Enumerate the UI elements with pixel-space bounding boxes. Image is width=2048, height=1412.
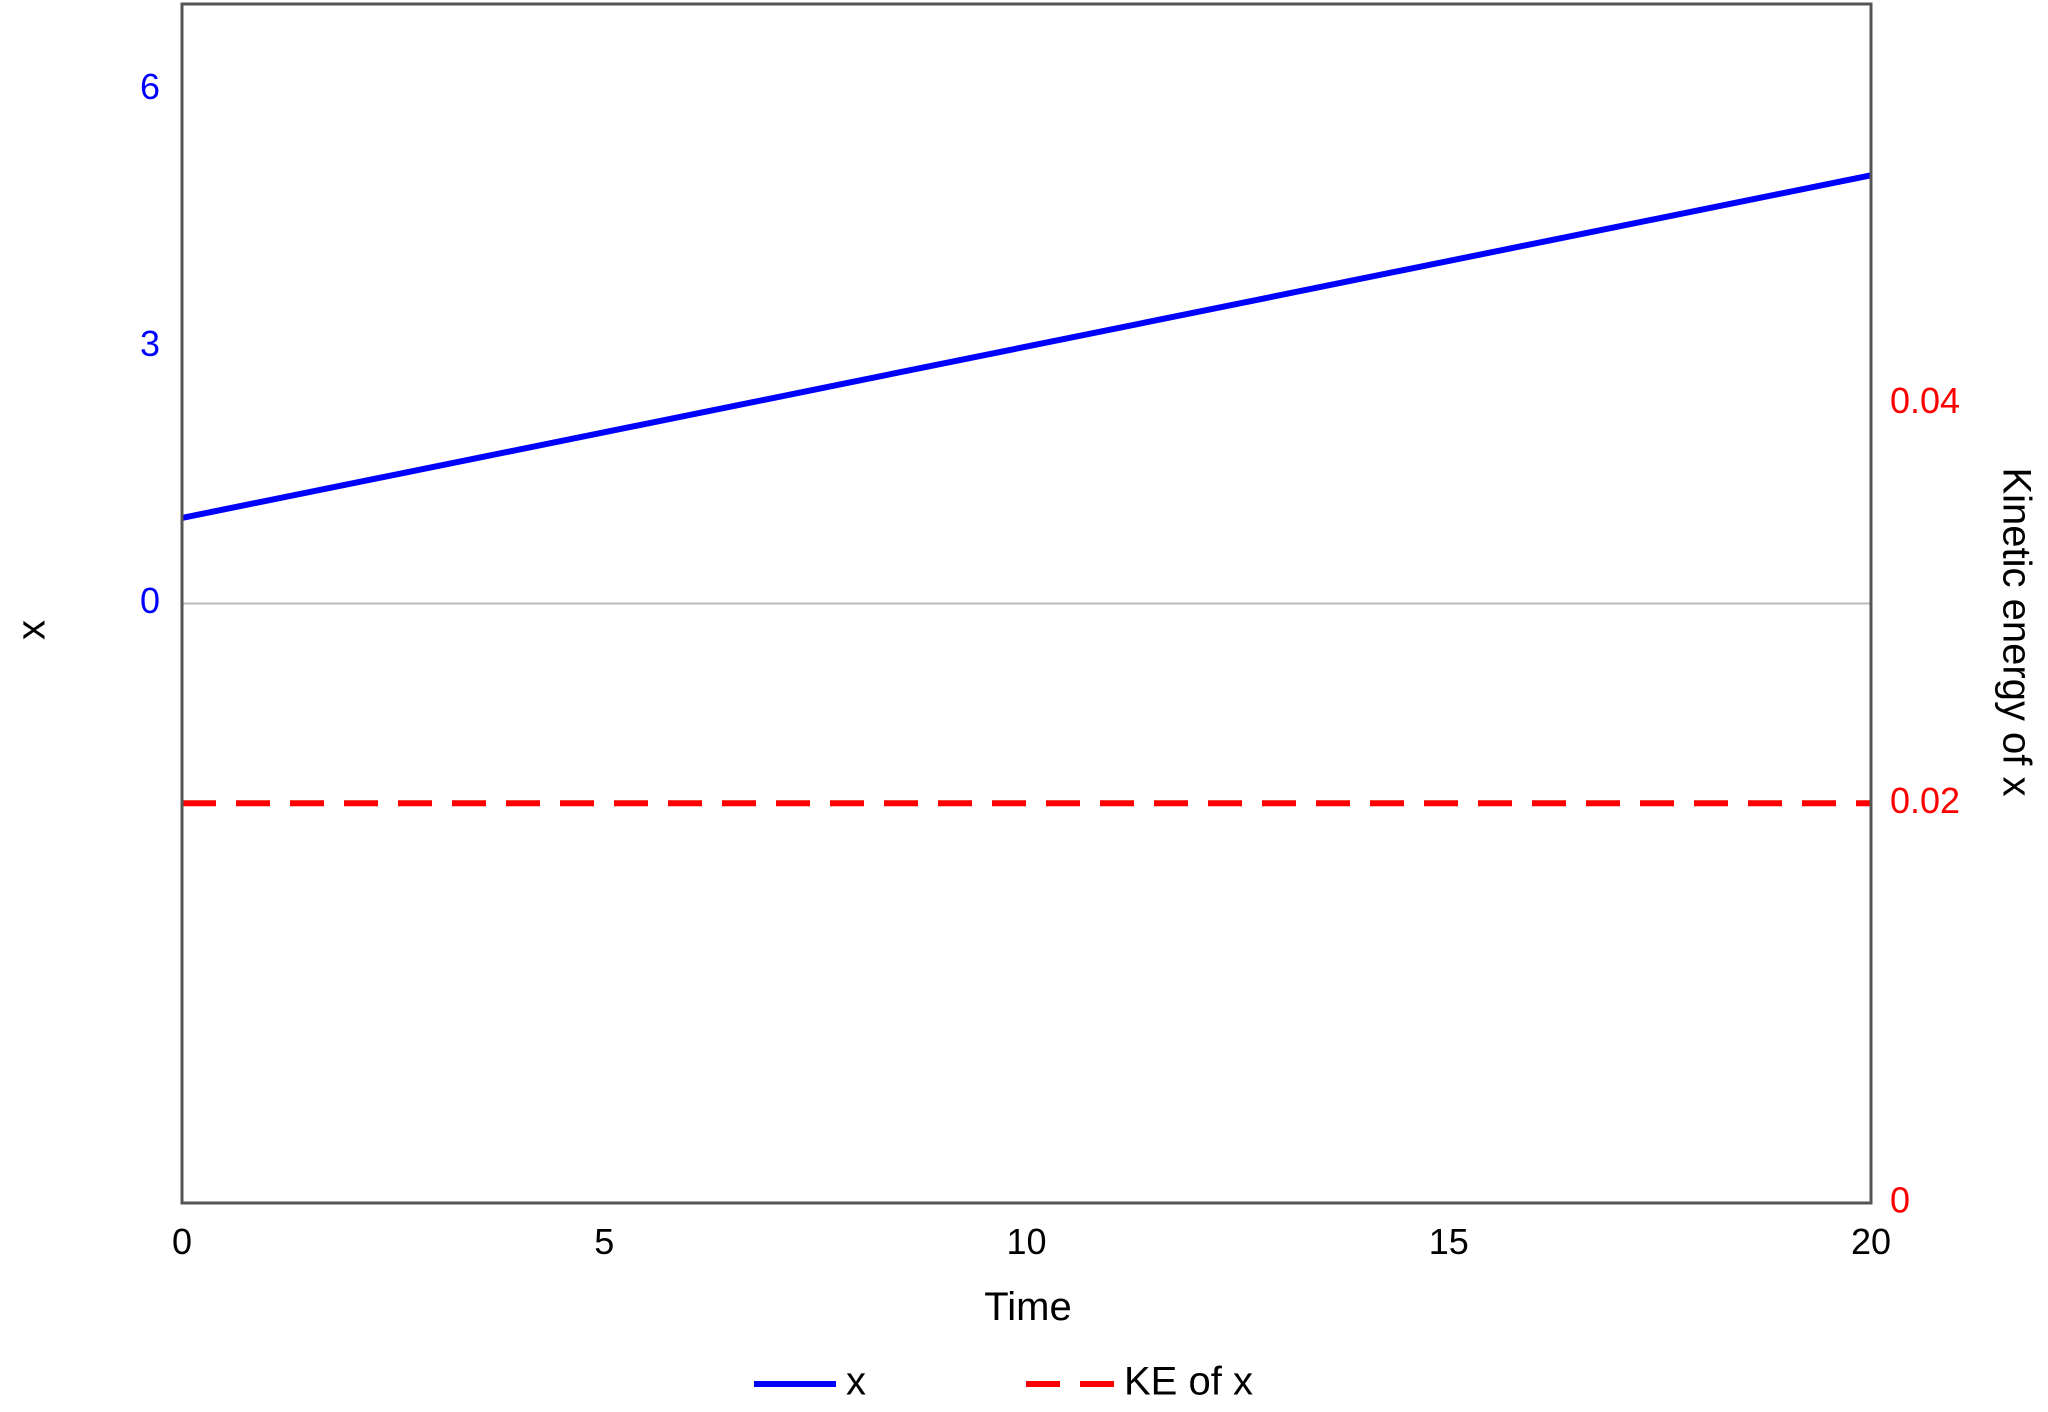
x-axis-ticks: 0 5 10 15 20 xyxy=(172,1221,1891,1262)
legend: x KE of x xyxy=(754,1360,1253,1404)
right-tick-label: 0.02 xyxy=(1890,780,1960,821)
left-y-axis-label: x xyxy=(10,620,54,640)
left-tick-label: 3 xyxy=(140,323,160,364)
series-line-0 xyxy=(181,172,1872,521)
x-tick-label: 5 xyxy=(594,1221,614,1262)
left-axis-ticks: 0 3 6 xyxy=(140,66,160,621)
right-y-axis-label: Kinetic energy of x xyxy=(1994,467,2038,796)
series-layer xyxy=(181,172,1872,807)
left-tick-label: 6 xyxy=(140,66,160,107)
right-axis-ticks: 0 0.02 0.04 xyxy=(1890,380,1960,1220)
right-tick-label: 0 xyxy=(1890,1180,1910,1221)
left-tick-label: 0 xyxy=(140,580,160,621)
plot-frame xyxy=(180,2,1873,1205)
x-tick-label: 15 xyxy=(1429,1221,1469,1262)
legend-label-ke: KE of x xyxy=(1124,1360,1253,1404)
x-tick-label: 20 xyxy=(1851,1221,1891,1262)
x-tick-label: 10 xyxy=(1006,1221,1046,1262)
right-tick-label: 0.04 xyxy=(1890,380,1960,421)
legend-label-x: x xyxy=(846,1360,866,1404)
x-tick-label: 0 xyxy=(172,1221,192,1262)
x-axis-label: Time xyxy=(984,1285,1071,1329)
